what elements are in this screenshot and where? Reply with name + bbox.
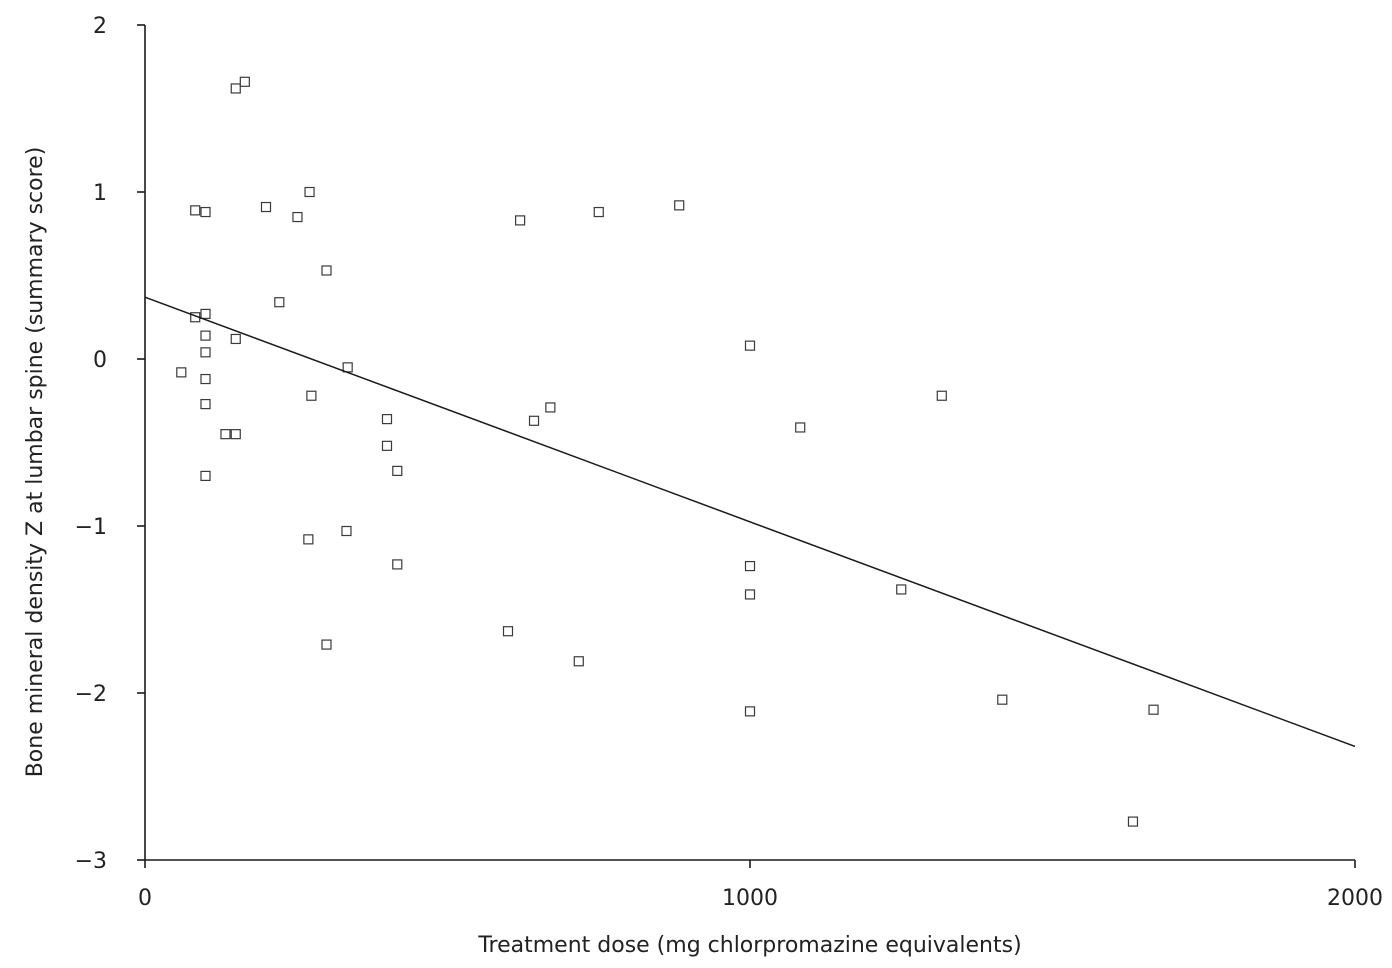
x-axis-title: Treatment dose (mg chlorpromazine equiva…: [477, 933, 1021, 958]
data-point: [230, 429, 241, 440]
x-tick-label: 2000: [1327, 886, 1383, 911]
y-tick-label: 1: [93, 181, 107, 206]
data-point: [744, 706, 756, 717]
data-point: [260, 201, 272, 213]
data-point: [321, 265, 332, 276]
data-point: [795, 422, 806, 433]
data-point: [200, 373, 211, 385]
data-point: [997, 694, 1008, 705]
data-point: [306, 390, 317, 401]
data-point: [239, 76, 250, 87]
data-point: [1127, 816, 1139, 827]
y-tick-label: 2: [93, 14, 107, 39]
data-point: [381, 440, 393, 451]
data-point: [936, 390, 947, 401]
data-point: [573, 656, 584, 667]
data-point: [200, 206, 211, 218]
data-point: [321, 639, 332, 650]
data-point: [176, 367, 187, 378]
data-point: [593, 206, 604, 218]
data-point: [392, 559, 403, 570]
data-point: [200, 398, 211, 410]
x-tick-label: 0: [138, 886, 152, 911]
data-point: [341, 525, 352, 537]
y-tick-label: −3: [75, 849, 107, 874]
regression-line: [144, 296, 1356, 748]
data-point: [744, 340, 756, 351]
data-point: [1148, 704, 1159, 715]
data-point: [292, 211, 303, 223]
data-point: [200, 347, 211, 358]
data-points: [176, 76, 1159, 827]
y-tick-label: −1: [75, 515, 107, 540]
data-point: [200, 308, 211, 320]
data-point: [230, 83, 241, 94]
data-point: [502, 626, 514, 637]
data-point: [896, 584, 907, 595]
data-point: [744, 560, 756, 572]
x-tick-label: 1000: [722, 886, 778, 911]
data-point: [200, 330, 211, 341]
data-point: [381, 414, 393, 425]
axis-ticks: 0 1000 2000 2 1 0 −1 −2 −3: [75, 14, 1383, 911]
y-tick-label: 0: [93, 348, 107, 373]
y-tick-label: −2: [75, 682, 107, 707]
data-point: [514, 215, 526, 226]
y-axis-title: Bone mineral density Z at lumbar spine (…: [23, 147, 48, 778]
data-point: [220, 429, 231, 440]
data-point: [528, 415, 540, 426]
data-point: [274, 297, 285, 308]
data-point: [674, 200, 685, 211]
data-point: [744, 589, 756, 600]
data-point: [304, 186, 315, 198]
data-point: [230, 333, 241, 345]
data-point: [190, 205, 201, 216]
data-point: [303, 534, 314, 545]
regression-line-group: [144, 296, 1356, 748]
data-point: [392, 465, 403, 476]
data-point: [200, 470, 211, 481]
data-point: [545, 402, 556, 413]
